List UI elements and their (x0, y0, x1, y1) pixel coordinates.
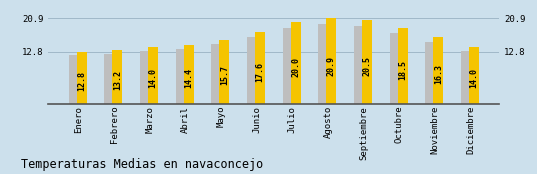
Text: 20.0: 20.0 (291, 57, 300, 77)
Bar (397, 28, 408, 104)
Text: 20.9: 20.9 (327, 56, 336, 76)
Bar (219, 39, 229, 104)
Bar (318, 24, 329, 104)
Bar (247, 37, 257, 104)
Bar (390, 33, 400, 104)
Bar (255, 32, 265, 104)
Text: 14.0: 14.0 (469, 68, 478, 88)
Bar (362, 20, 372, 104)
Bar (291, 22, 301, 104)
Bar (105, 54, 114, 104)
Bar (461, 51, 471, 104)
Text: Temperaturas Medias en navaconcejo: Temperaturas Medias en navaconcejo (21, 157, 264, 171)
Bar (148, 47, 158, 104)
Text: 20.5: 20.5 (362, 56, 372, 76)
Bar (140, 51, 150, 104)
Bar (69, 55, 79, 104)
Bar (326, 18, 336, 104)
Text: 13.2: 13.2 (113, 70, 122, 90)
Bar (176, 49, 186, 104)
Bar (425, 42, 436, 104)
Text: 18.5: 18.5 (398, 60, 407, 80)
Bar (77, 52, 86, 104)
Text: 16.3: 16.3 (434, 64, 442, 84)
Text: 14.0: 14.0 (149, 68, 157, 88)
Text: 15.7: 15.7 (220, 65, 229, 85)
Bar (112, 50, 122, 104)
Text: 12.8: 12.8 (77, 71, 86, 91)
Bar (283, 27, 293, 104)
Text: 14.4: 14.4 (184, 68, 193, 88)
Bar (469, 47, 479, 104)
Bar (184, 45, 194, 104)
Bar (212, 44, 221, 104)
Bar (433, 37, 443, 104)
Text: 17.6: 17.6 (256, 62, 264, 82)
Bar (354, 26, 364, 104)
